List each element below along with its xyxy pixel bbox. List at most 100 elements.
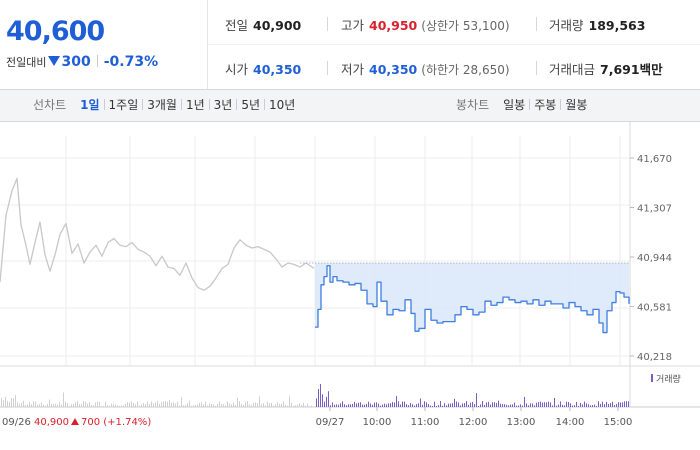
volume-bar (490, 404, 491, 407)
volume-bar (388, 403, 389, 407)
tab-1y[interactable]: 1년 (185, 98, 205, 112)
volume-bar (301, 404, 302, 407)
volume-bar (462, 403, 463, 407)
volume-bar (336, 404, 337, 407)
volume-bar (496, 403, 497, 407)
volume-bar (346, 405, 347, 407)
volume-bar (259, 396, 260, 407)
stat-value: 189,563 (588, 18, 646, 33)
volume-bar (195, 404, 196, 407)
volume-bar (223, 404, 224, 407)
volume-bar (560, 401, 561, 407)
stat-label: 저가 (341, 62, 365, 77)
tab-3y[interactable]: 3년 (213, 98, 233, 112)
volume-bar (436, 405, 437, 407)
change-label: 전일대비 (6, 56, 47, 69)
volume-bar (608, 403, 609, 407)
volume-bar (159, 403, 160, 407)
chart-tabs: 선차트 1일 1주일 3개월 1년 3년 5년 10년 봉차트 일봉 주봉 월봉 (0, 90, 700, 122)
volume-bar (229, 403, 230, 407)
volume-bar (87, 403, 88, 407)
volume-bar (139, 405, 140, 407)
volume-bar (516, 405, 517, 407)
candle-chart-label: 봉차트 (456, 98, 490, 112)
volume-bar (267, 401, 268, 407)
volume-bar (390, 403, 391, 407)
volume-bar (584, 401, 585, 407)
divider (142, 99, 144, 110)
volume-bar (534, 405, 535, 407)
stat-low: 저가 40,350 (하한가 28,650) (341, 59, 510, 78)
volume-bar (293, 405, 294, 407)
tab-5y[interactable]: 5년 (241, 98, 261, 112)
volume-bar (141, 404, 142, 407)
divider (529, 99, 531, 110)
stat-sub: (하한가 28,650) (421, 63, 510, 77)
volume-bar (528, 405, 529, 407)
volume-bar (9, 401, 10, 407)
volume-bar (378, 403, 379, 407)
stat-volume: 거래량 189,563 (549, 15, 645, 34)
stat-label: 전일 (225, 18, 249, 33)
volume-bar (165, 401, 166, 407)
volume-bar (360, 402, 361, 407)
volume-bar (279, 403, 280, 407)
volume-bar (456, 401, 457, 407)
volume-bar (570, 403, 571, 407)
tab-1w[interactable]: 1주일 (108, 98, 139, 112)
volume-bar (318, 388, 319, 407)
volume-bar (372, 404, 373, 407)
volume-bar (416, 404, 417, 407)
volume-bar (520, 404, 521, 407)
volume-bar (275, 404, 276, 407)
tab-monthly[interactable]: 월봉 (565, 98, 588, 112)
volume-bar (257, 403, 258, 407)
stat-label: 고가 (341, 18, 365, 33)
volume-bar (340, 403, 341, 407)
stat-sub: (상한가 53,100) (421, 19, 510, 33)
volume-bar (93, 405, 94, 407)
volume-bar (382, 404, 383, 407)
volume-bar (500, 403, 501, 407)
stat-value: 40,950 (369, 18, 418, 33)
tab-3m[interactable]: 3개월 (147, 98, 177, 112)
volume-bar (450, 403, 451, 407)
tab-daily[interactable]: 일봉 (503, 98, 526, 112)
volume-bar (316, 398, 317, 407)
prev-day-line-group (0, 177, 315, 291)
volume-bar (281, 403, 282, 407)
volume-bar (255, 402, 256, 407)
volume-bar (297, 404, 298, 407)
y-axis: 41,670 41,307 40,944 40,581 40,218 (630, 154, 672, 363)
volume-bar (77, 401, 78, 407)
volume-bar (434, 401, 435, 407)
volume-bar (247, 401, 248, 407)
prev-day-close-label: 40,900 (34, 417, 69, 428)
quote-stats: 전일 40,900 고가 40,950 (상한가 53,100) 거래량 189,563… (208, 0, 700, 89)
volume-bar (486, 402, 487, 407)
volume-bar (506, 404, 507, 407)
volume-bar (27, 404, 28, 407)
volume-bar (384, 403, 385, 407)
volume-bar (33, 401, 34, 407)
volume-bar (488, 401, 489, 407)
volume-bar (470, 402, 471, 407)
tab-weekly[interactable]: 주봉 (534, 98, 557, 112)
volume-bar (588, 404, 589, 407)
volume-bar (101, 405, 102, 407)
volume-bar (550, 402, 551, 407)
volume-bar (99, 401, 100, 407)
tab-10y[interactable]: 10년 (269, 98, 296, 112)
volume-bar (295, 405, 296, 407)
volume-bar (95, 402, 96, 407)
tab-1d[interactable]: 1일 (80, 98, 100, 112)
volume-bar (526, 403, 527, 407)
volume-bar (85, 401, 86, 407)
volume-bar (564, 405, 565, 407)
volume-bar (43, 404, 44, 407)
stat-value: 40,350 (253, 62, 302, 77)
volume-bar (438, 405, 439, 407)
volume-legend-swatch (651, 374, 653, 382)
volume-bar (207, 405, 208, 407)
volume-bar (181, 397, 182, 407)
